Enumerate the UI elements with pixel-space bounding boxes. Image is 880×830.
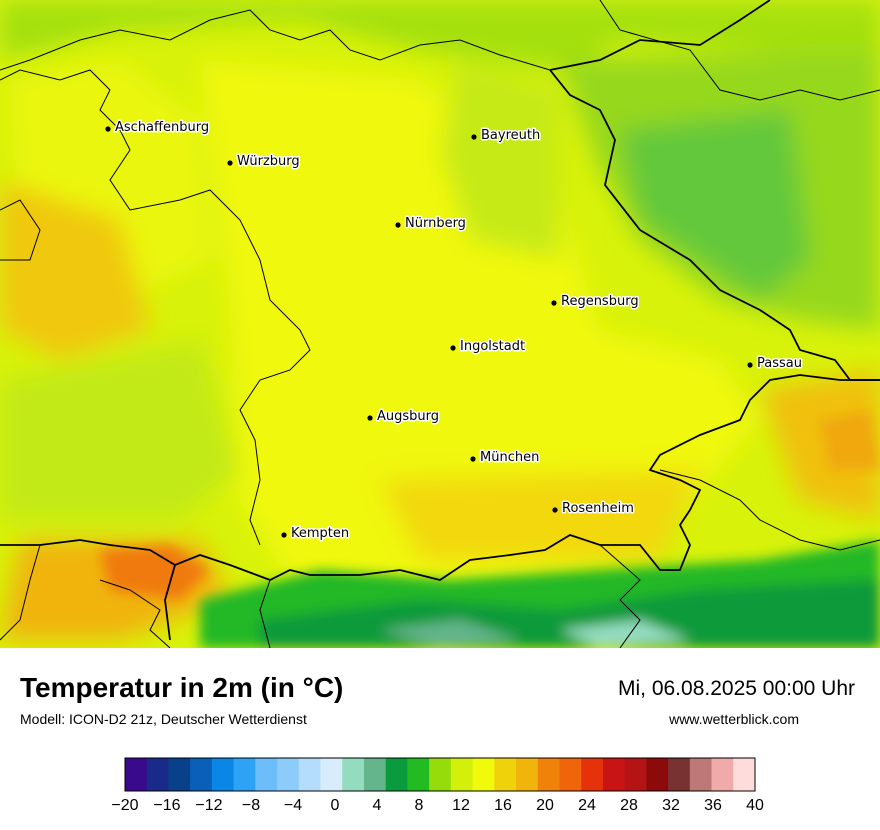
city-bayreuth: Bayreuth — [471, 127, 542, 145]
city-marker-icon — [105, 126, 111, 132]
legend-swatch — [516, 758, 539, 791]
legend-swatch — [233, 758, 256, 791]
legend-swatch — [168, 758, 191, 791]
city-aschaffenburg: Aschaffenburg — [105, 119, 211, 137]
legend-swatch — [581, 758, 604, 791]
legend-swatch — [668, 758, 691, 791]
model-subtitle: Modell: ICON-D2 21z, Deutscher Wetterdie… — [20, 711, 307, 727]
legend-swatches — [124, 757, 756, 792]
city-label: Aschaffenburg — [115, 120, 209, 135]
city-augsburg: Augsburg — [367, 408, 441, 426]
legend-swatch — [298, 758, 321, 791]
city-label: München — [480, 450, 539, 465]
city-markers: Aschaffenburg Würzburg Bayreuth Nürnberg… — [105, 119, 803, 543]
legend-tick-label: 12 — [452, 797, 470, 814]
city-marker-icon — [450, 345, 456, 351]
city-marker-icon — [552, 507, 558, 513]
legend-tick-label: 0 — [331, 797, 340, 814]
city-ingolstadt: Ingolstadt — [450, 338, 527, 356]
legend-tick-label: −20 — [111, 797, 138, 814]
legend-tick-label: 16 — [494, 797, 512, 814]
legend-tick-label: 24 — [578, 797, 596, 814]
city-muenchen: München — [470, 449, 541, 467]
city-marker-icon — [470, 456, 476, 462]
city-wuerzburg: Würzburg — [227, 153, 301, 171]
legend-swatch — [190, 758, 213, 791]
legend-swatch — [385, 758, 408, 791]
legend-swatch — [320, 758, 343, 791]
city-marker-icon — [471, 134, 477, 140]
legend-tick-label: 4 — [373, 797, 382, 814]
legend-swatch — [363, 758, 387, 791]
legend-swatch — [211, 758, 235, 791]
map-canvas: Aschaffenburg Würzburg Bayreuth Nürnberg… — [0, 0, 880, 648]
legend-tick-label: 8 — [415, 797, 424, 814]
legend-swatch — [255, 758, 278, 791]
city-marker-icon — [281, 532, 287, 538]
legend-swatch — [450, 758, 473, 791]
legend-tick-label: 28 — [620, 797, 638, 814]
legend-tick-label: −8 — [242, 797, 260, 814]
city-marker-icon — [227, 160, 233, 166]
legend-swatch — [624, 758, 647, 791]
legend-swatch — [277, 758, 300, 791]
forecast-datetime: Mi, 06.08.2025 00:00 Uhr — [618, 677, 855, 700]
city-label: Passau — [757, 356, 802, 371]
city-marker-icon — [747, 362, 753, 368]
city-label: Würzburg — [237, 154, 300, 169]
legend-swatch — [494, 758, 517, 791]
legend-tick-label: 40 — [746, 797, 764, 814]
legend-swatch — [689, 758, 712, 791]
state-borders — [0, 0, 880, 648]
city-marker-icon — [551, 300, 557, 306]
legend-swatch — [342, 758, 365, 791]
temperature-map: Aschaffenburg Würzburg Bayreuth Nürnberg… — [0, 0, 880, 648]
legend-swatch — [146, 758, 169, 791]
legend-ticks: −20 −16 −12 −8 −4 0 4 8 12 16 20 24 28 32 36 40 — [111, 797, 764, 814]
legend-frame — [124, 757, 756, 792]
city-marker-icon — [367, 415, 373, 421]
city-rosenheim: Rosenheim — [552, 500, 635, 518]
temperature-field — [0, 0, 880, 648]
legend-tick-label: 32 — [662, 797, 680, 814]
city-label: Augsburg — [377, 409, 439, 424]
city-nuernberg: Nürnberg — [395, 215, 467, 233]
city-label: Kempten — [291, 526, 349, 541]
legend-tick-label: −4 — [284, 797, 302, 814]
legend-swatch — [537, 758, 560, 791]
legend-swatch — [407, 758, 430, 791]
color-legend: −20 −16 −12 −8 −4 0 4 8 12 16 20 24 28 32 36 40 — [105, 755, 775, 825]
legend-swatch — [472, 758, 495, 791]
legend-swatch — [429, 758, 452, 791]
legend-swatch — [733, 758, 756, 791]
city-label: Regensburg — [561, 294, 639, 309]
legend-tick-label: −12 — [195, 797, 222, 814]
website-link[interactable]: www.wetterblick.com — [669, 711, 799, 727]
city-regensburg: Regensburg — [551, 293, 640, 311]
legend-swatch — [711, 758, 734, 791]
legend-swatch — [559, 758, 582, 791]
legend-canvas: −20 −16 −12 −8 −4 0 4 8 12 16 20 24 28 32 36 40 — [111, 757, 764, 814]
legend-swatch — [646, 758, 669, 791]
city-passau: Passau — [747, 355, 803, 373]
city-label: Bayreuth — [481, 128, 540, 143]
city-label: Rosenheim — [562, 501, 634, 516]
city-label: Nürnberg — [405, 216, 466, 231]
legend-tick-label: −16 — [153, 797, 180, 814]
city-marker-icon — [395, 222, 401, 228]
legend-swatch — [125, 758, 148, 791]
map-title: Temperatur in 2m (in °C) — [20, 672, 344, 703]
country-borders — [0, 0, 880, 641]
city-label: Ingolstadt — [460, 339, 525, 354]
legend-swatch — [602, 758, 626, 791]
legend-tick-label: 36 — [704, 797, 722, 814]
legend-tick-label: 20 — [536, 797, 554, 814]
city-kempten: Kempten — [281, 525, 351, 543]
